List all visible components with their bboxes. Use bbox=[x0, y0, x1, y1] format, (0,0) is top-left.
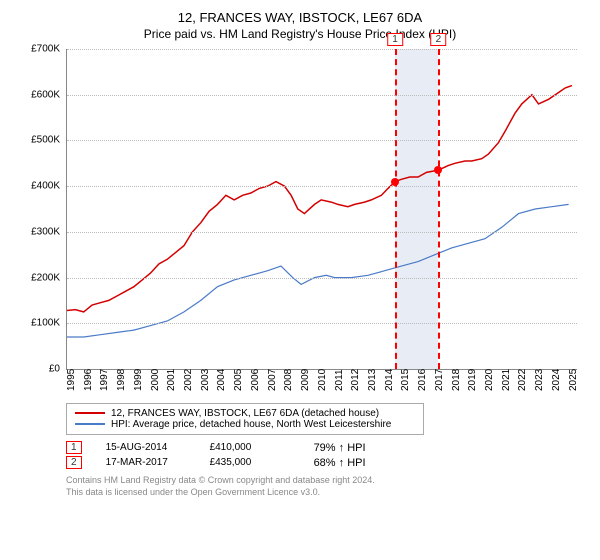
x-tick-label: 2016 bbox=[417, 369, 428, 391]
chart-area: £0£100K£200K£300K£400K£500K£600K£700K 12… bbox=[20, 49, 580, 399]
y-tick-label: £200K bbox=[31, 272, 60, 283]
x-tick-label: 2021 bbox=[501, 369, 512, 391]
y-tick-label: £400K bbox=[31, 181, 60, 192]
x-tick-label: 2025 bbox=[568, 369, 579, 391]
x-tick-label: 2011 bbox=[334, 369, 345, 391]
footer-line-2: This data is licensed under the Open Gov… bbox=[66, 487, 590, 499]
legend: 12, FRANCES WAY, IBSTOCK, LE67 6DA (deta… bbox=[66, 403, 424, 435]
y-tick-label: £100K bbox=[31, 318, 60, 329]
chart-subtitle: Price paid vs. HM Land Registry's House … bbox=[10, 27, 590, 41]
row-pct: 79% ↑ HPI bbox=[314, 442, 394, 454]
y-tick-label: £600K bbox=[31, 89, 60, 100]
x-tick-label: 2009 bbox=[300, 369, 311, 391]
footer-line-1: Contains HM Land Registry data © Crown c… bbox=[66, 475, 590, 487]
x-tick-label: 2014 bbox=[384, 369, 395, 391]
x-tick-label: 2003 bbox=[200, 369, 211, 391]
row-date: 15-AUG-2014 bbox=[106, 442, 186, 453]
x-tick-label: 1996 bbox=[83, 369, 94, 391]
y-tick-label: £300K bbox=[31, 226, 60, 237]
row-date: 17-MAR-2017 bbox=[106, 457, 186, 468]
row-badge: 2 bbox=[66, 456, 82, 469]
chart-svg bbox=[67, 49, 577, 369]
x-tick-label: 2018 bbox=[451, 369, 462, 391]
plot-region: 12 bbox=[66, 49, 577, 370]
y-tick-label: £500K bbox=[31, 135, 60, 146]
x-tick-label: 2019 bbox=[467, 369, 478, 391]
legend-label-2: HPI: Average price, detached house, Nort… bbox=[111, 419, 391, 430]
x-tick-label: 2001 bbox=[166, 369, 177, 391]
y-tick-label: £0 bbox=[49, 364, 60, 375]
row-price: £410,000 bbox=[210, 442, 290, 453]
x-tick-label: 1997 bbox=[99, 369, 110, 391]
x-tick-label: 2022 bbox=[517, 369, 528, 391]
x-tick-label: 2005 bbox=[233, 369, 244, 391]
x-tick-label: 2008 bbox=[283, 369, 294, 391]
x-tick-label: 1995 bbox=[66, 369, 77, 391]
y-axis: £0£100K£200K£300K£400K£500K£600K£700K bbox=[20, 49, 64, 369]
data-row: 2 17-MAR-2017 £435,000 68% ↑ HPI bbox=[66, 456, 590, 469]
marker-badge: 1 bbox=[387, 33, 403, 46]
row-price: £435,000 bbox=[210, 457, 290, 468]
x-tick-label: 2015 bbox=[400, 369, 411, 391]
data-row: 1 15-AUG-2014 £410,000 79% ↑ HPI bbox=[66, 441, 590, 454]
x-tick-label: 2000 bbox=[150, 369, 161, 391]
x-tick-label: 2010 bbox=[317, 369, 328, 391]
x-tick-label: 2020 bbox=[484, 369, 495, 391]
x-tick-label: 2024 bbox=[551, 369, 562, 391]
row-pct: 68% ↑ HPI bbox=[314, 457, 394, 469]
row-badge: 1 bbox=[66, 441, 82, 454]
chart-title: 12, FRANCES WAY, IBSTOCK, LE67 6DA bbox=[10, 10, 590, 25]
x-tick-label: 2007 bbox=[267, 369, 278, 391]
x-tick-label: 2004 bbox=[216, 369, 227, 391]
footer: Contains HM Land Registry data © Crown c… bbox=[66, 475, 590, 498]
x-tick-label: 2002 bbox=[183, 369, 194, 391]
y-tick-label: £700K bbox=[31, 44, 60, 55]
x-tick-label: 1999 bbox=[133, 369, 144, 391]
x-tick-label: 2023 bbox=[534, 369, 545, 391]
x-tick-label: 2013 bbox=[367, 369, 378, 391]
x-tick-label: 2012 bbox=[350, 369, 361, 391]
data-table: 1 15-AUG-2014 £410,000 79% ↑ HPI 2 17-MAR-201… bbox=[10, 441, 590, 469]
legend-item-1: 12, FRANCES WAY, IBSTOCK, LE67 6DA (deta… bbox=[75, 408, 415, 419]
x-axis: 1995199619971998199920002001200220032004… bbox=[66, 373, 576, 403]
x-tick-label: 1998 bbox=[116, 369, 127, 391]
legend-item-2: HPI: Average price, detached house, Nort… bbox=[75, 419, 415, 430]
marker-badge: 2 bbox=[431, 33, 447, 46]
legend-label-1: 12, FRANCES WAY, IBSTOCK, LE67 6DA (deta… bbox=[111, 408, 379, 419]
x-tick-label: 2006 bbox=[250, 369, 261, 391]
x-tick-label: 2017 bbox=[434, 369, 445, 391]
